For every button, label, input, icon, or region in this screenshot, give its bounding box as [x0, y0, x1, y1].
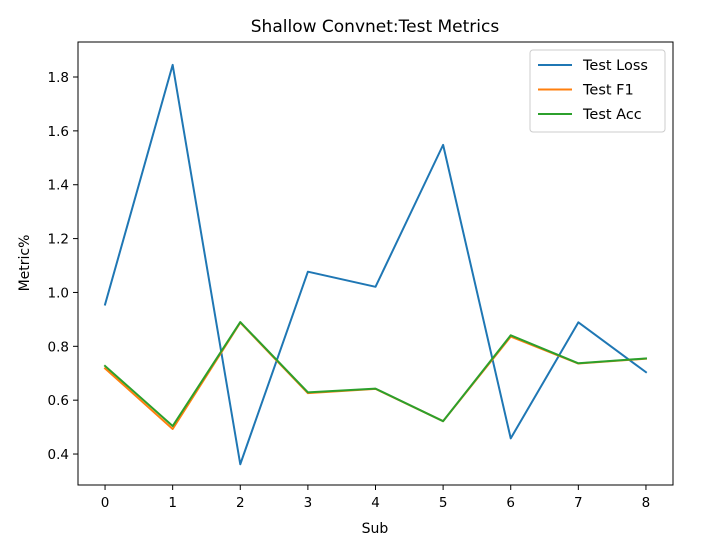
- y-axis-label: Metric%: [17, 235, 33, 292]
- x-tick-label: 1: [168, 495, 177, 511]
- y-tick-label: 0.4: [48, 447, 69, 463]
- x-tick-label: 3: [304, 495, 313, 511]
- series-line-test-f1: [103, 321, 648, 430]
- y-tick-label: 1.2: [48, 232, 69, 248]
- series-layer: [103, 63, 648, 466]
- y-axis-ticks: 0.4 0.6 0.8 1.0 1.2 1.4 1.6 1.8: [48, 70, 78, 463]
- chart-title: Shallow Convnet:Test Metrics: [251, 17, 500, 37]
- legend-box: [529, 49, 666, 133]
- y-tick-label: 1.4: [48, 178, 69, 194]
- legend: Test Loss Test F1 Test Acc: [529, 49, 666, 133]
- x-axis-label: Sub: [362, 521, 389, 537]
- x-tick-label: 2: [236, 495, 245, 511]
- x-tick-label: 0: [101, 495, 110, 511]
- x-tick-label: 6: [506, 495, 515, 511]
- x-tick-label: 4: [371, 495, 380, 511]
- x-tick-label: 8: [642, 495, 651, 511]
- x-tick-label: 5: [439, 495, 448, 511]
- y-tick-label: 1.6: [48, 124, 69, 140]
- legend-label: Test Acc: [582, 107, 642, 123]
- series-line-test-loss: [103, 63, 648, 466]
- y-tick-label: 0.8: [48, 339, 69, 355]
- legend-label: Test Loss: [582, 58, 648, 74]
- legend-label: Test F1: [582, 83, 634, 99]
- x-tick-label: 7: [574, 495, 583, 511]
- x-axis-ticks: 0 1 2 3 4 5 6 7 8: [101, 485, 651, 511]
- y-tick-label: 1.0: [48, 285, 69, 301]
- y-tick-label: 0.6: [48, 393, 69, 409]
- series-line-test-acc: [103, 321, 648, 428]
- y-tick-label: 1.8: [48, 70, 69, 86]
